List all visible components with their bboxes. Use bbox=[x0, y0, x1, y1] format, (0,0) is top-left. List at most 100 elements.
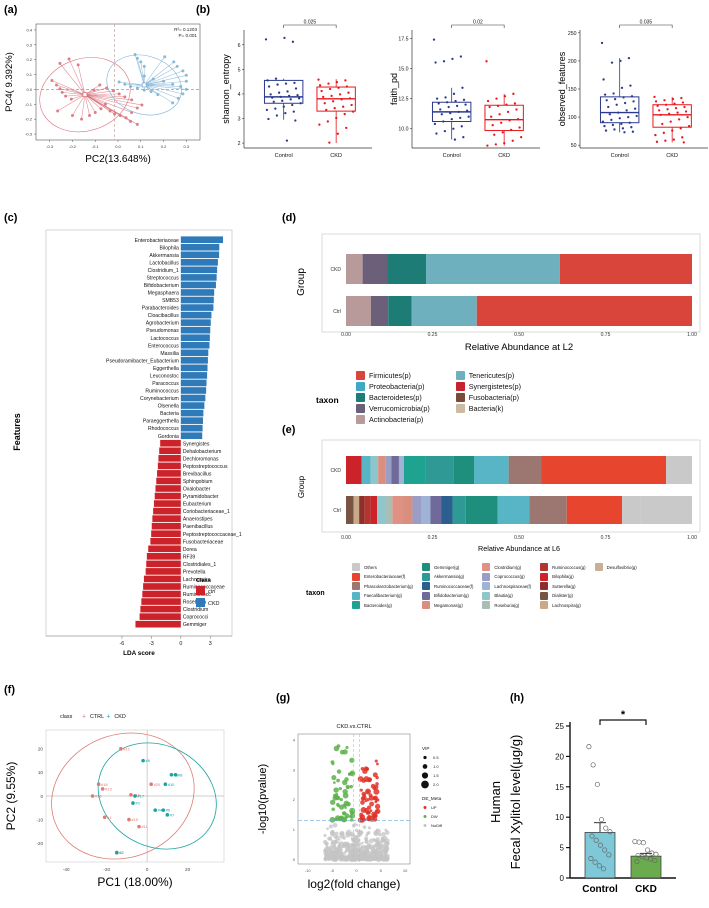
legend-label: Akkermansia(g) bbox=[433, 574, 465, 579]
panel-a-point bbox=[103, 102, 107, 106]
panel-c-bar bbox=[180, 319, 211, 326]
panel-d-legend-item: Firmicutes(p) bbox=[356, 371, 430, 380]
panel-c-bar bbox=[180, 364, 208, 372]
panel-b-point bbox=[684, 110, 688, 113]
panel-b-point bbox=[333, 107, 336, 110]
panel-f-legend-label: CTRL bbox=[90, 714, 104, 720]
panel-b-ytick-label: 17.5 bbox=[398, 36, 408, 42]
panel-g-point-down bbox=[342, 788, 348, 795]
panel-f-point-label: #15 bbox=[131, 817, 138, 822]
panel-c-bar bbox=[180, 251, 220, 259]
panel-g-point-nodiff bbox=[385, 845, 389, 850]
panel-c-feature-label: Pyramidobacter bbox=[183, 494, 219, 500]
panel-g-de-marker bbox=[423, 806, 427, 809]
panel-e-segment bbox=[622, 496, 641, 524]
panel-b-point bbox=[292, 110, 295, 113]
panel-g-point-nodiff bbox=[343, 841, 348, 846]
panel-a-point bbox=[181, 69, 185, 73]
panel-b-point bbox=[604, 129, 608, 132]
panel-b-significance-bracket bbox=[451, 24, 505, 28]
panel-a-spoke bbox=[84, 94, 142, 106]
panel-a-point bbox=[184, 87, 188, 91]
panel-a-point bbox=[99, 107, 103, 111]
panel-b-point bbox=[350, 103, 353, 107]
panel-b-group-label: Control bbox=[611, 153, 629, 159]
panel-c-feature-label: RF39 bbox=[183, 554, 196, 560]
panel-c-feature-label: Coprococci bbox=[183, 615, 208, 621]
panel-b-ytick-label: 12.5 bbox=[398, 97, 408, 103]
panel-a-spoke bbox=[51, 80, 86, 95]
panel-b-point bbox=[442, 120, 445, 123]
panel-b-group-label: Control bbox=[443, 153, 461, 159]
panel-d-legend-item: Bacteria(k) bbox=[455, 404, 521, 413]
panel-b-point bbox=[437, 102, 440, 105]
panel-c-feature-label: Roseburia bbox=[183, 600, 206, 606]
panel-g-point-down bbox=[338, 786, 342, 791]
panel-b-point bbox=[317, 78, 320, 81]
panel-e-legend-item: Enterobacteriaceae(f) bbox=[352, 572, 413, 581]
panel-c-bar bbox=[148, 545, 181, 553]
panel-b-point bbox=[335, 80, 339, 84]
panel-d-segment bbox=[388, 296, 412, 326]
panel-e-segment bbox=[474, 456, 509, 484]
legend-label: Fusobacteria(p) bbox=[468, 393, 520, 402]
panel-a-spoke bbox=[144, 84, 187, 90]
panel-b-ytick-label: 2 bbox=[238, 141, 241, 147]
panel-e-segment bbox=[370, 496, 378, 524]
legend-swatch bbox=[455, 404, 465, 413]
panel-b-point bbox=[658, 109, 661, 112]
panel-c-bar bbox=[157, 462, 181, 470]
legend-label: Desulfovibrio(g) bbox=[606, 564, 637, 570]
panel-b-point bbox=[510, 128, 513, 132]
panel-b-point bbox=[284, 82, 288, 85]
panel-e-legend-item bbox=[595, 582, 637, 590]
panel-b-point bbox=[613, 97, 617, 101]
panel-c-bar bbox=[180, 341, 210, 349]
panel-c-feature-label: Olsenella bbox=[158, 404, 179, 410]
panel-b-point bbox=[459, 55, 463, 58]
panel-a-centroid bbox=[141, 82, 147, 88]
panel-e-legend-item: Ruminococcus(g) bbox=[540, 563, 586, 571]
panel-c-feature-label: Peptostreptococcus bbox=[183, 464, 228, 470]
panel-b-point bbox=[344, 79, 347, 82]
panel-c-bar bbox=[151, 530, 181, 538]
panel-f-xtick-label: 0 bbox=[146, 867, 149, 872]
legend-label: Megamonas(g) bbox=[433, 602, 463, 608]
panel-b-point bbox=[461, 86, 464, 89]
panel-d-xtick-label: 0.75 bbox=[601, 332, 611, 338]
legend-swatch bbox=[540, 572, 549, 581]
panel-b-ylabel: shannon_entropy bbox=[221, 54, 231, 124]
panel-g-point-nodiff bbox=[361, 841, 364, 845]
panel-f-point bbox=[100, 787, 105, 791]
panel-b-box bbox=[484, 104, 524, 132]
panel-c-feature-label: Sphingobium bbox=[183, 479, 213, 485]
panel-b-point bbox=[666, 108, 669, 111]
panel-b-point bbox=[501, 131, 504, 134]
panel-a-point bbox=[181, 92, 185, 96]
panel-b-point bbox=[281, 99, 284, 102]
panel-g-point-down bbox=[332, 794, 339, 801]
legend-swatch bbox=[421, 601, 430, 609]
panel-g-point-nodiff bbox=[343, 854, 346, 857]
panel-h-point bbox=[645, 847, 651, 853]
panel-a-point bbox=[118, 113, 122, 117]
panel-c-feature-label: Ruminococcus bbox=[145, 389, 179, 395]
panel-g-point-up bbox=[373, 784, 379, 790]
panel-d-segment bbox=[559, 254, 692, 284]
panel-g-point-down bbox=[349, 784, 353, 789]
panel-g-point-up bbox=[375, 782, 379, 786]
legend-swatch bbox=[455, 371, 465, 380]
panel-c-feature-label: Lactococcus bbox=[150, 336, 179, 342]
panel-g-point-nodiff bbox=[355, 848, 359, 853]
panel-g-point-nodiff bbox=[323, 833, 327, 838]
panel-g-point-nodiff bbox=[325, 845, 329, 848]
panel-e-legend-item: Faecalibacterium(g) bbox=[352, 591, 413, 600]
panel-a-point bbox=[76, 63, 80, 67]
panel-a-xtick-label: 0.1 bbox=[138, 144, 144, 149]
panel-g-point-nodiff bbox=[332, 822, 338, 828]
panel-g-xtick-label: 0 bbox=[355, 868, 358, 873]
panel-c-bar bbox=[180, 326, 211, 334]
panel-d-segment bbox=[362, 254, 388, 284]
panel-d-segment bbox=[346, 296, 371, 326]
panel-b-point bbox=[503, 95, 507, 98]
